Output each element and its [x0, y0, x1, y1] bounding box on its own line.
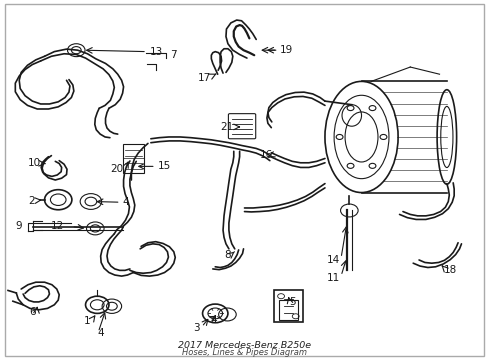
Text: 4: 4 — [97, 328, 103, 338]
Text: 16: 16 — [259, 150, 272, 160]
Text: 19: 19 — [279, 45, 292, 55]
Bar — [278, 300, 298, 320]
Text: 11: 11 — [325, 273, 339, 283]
Text: 4: 4 — [122, 197, 129, 207]
Text: 9: 9 — [16, 221, 22, 231]
Text: Hoses, Lines & Pipes Diagram: Hoses, Lines & Pipes Diagram — [182, 348, 306, 357]
Text: 5: 5 — [289, 297, 295, 307]
Text: 17: 17 — [198, 73, 211, 83]
Text: 12: 12 — [51, 221, 64, 231]
Text: 7: 7 — [170, 50, 177, 60]
Bar — [273, 290, 303, 322]
Text: 2017 Mercedes-Benz B250e: 2017 Mercedes-Benz B250e — [178, 341, 310, 350]
Text: 20: 20 — [110, 164, 123, 174]
Text: 10: 10 — [27, 158, 41, 168]
Text: 4: 4 — [210, 315, 217, 325]
Text: 8: 8 — [224, 249, 230, 260]
Text: 14: 14 — [325, 255, 339, 265]
Bar — [122, 144, 144, 173]
Text: 15: 15 — [158, 161, 171, 171]
Text: 13: 13 — [149, 46, 163, 57]
Text: 21: 21 — [220, 122, 233, 132]
Text: 2: 2 — [28, 196, 35, 206]
Text: 6: 6 — [29, 307, 36, 317]
Text: 18: 18 — [443, 265, 456, 275]
Text: 1: 1 — [84, 316, 91, 325]
Text: 3: 3 — [193, 323, 199, 333]
